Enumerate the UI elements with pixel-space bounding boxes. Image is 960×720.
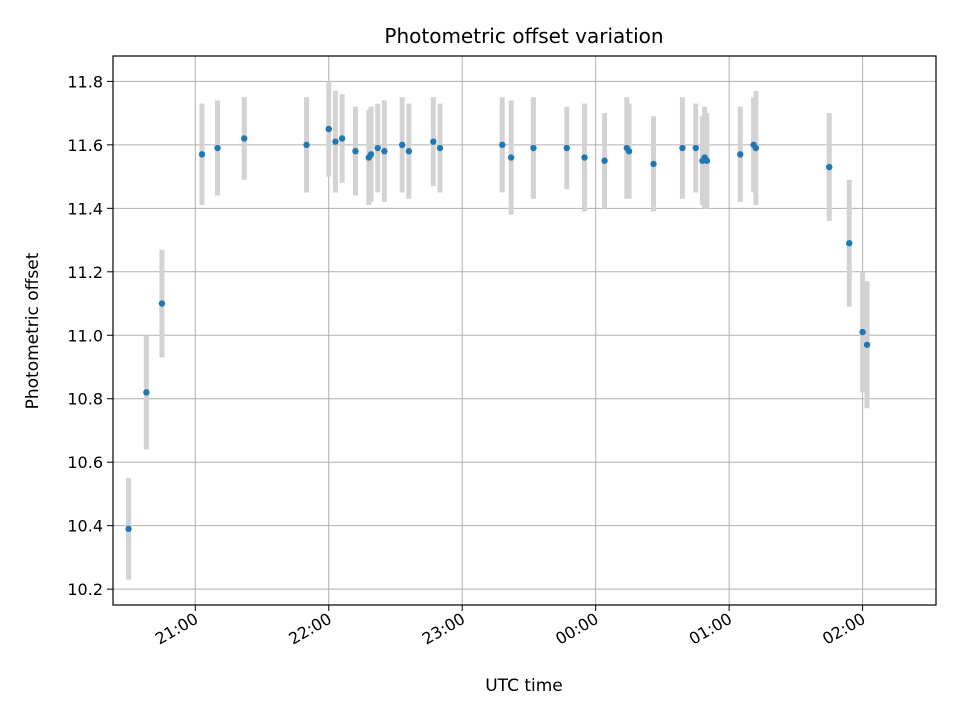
data-point [737, 151, 744, 158]
y-tick-label: 10.8 [67, 390, 103, 409]
data-point [863, 341, 871, 348]
data-point [703, 157, 711, 164]
x-axis-label: UTC time [485, 676, 563, 696]
data-point [581, 154, 588, 161]
data-point [507, 154, 515, 161]
y-tick-label: 11.8 [67, 72, 103, 91]
data-point [241, 135, 248, 142]
data-point [563, 144, 570, 152]
data-point [398, 141, 406, 149]
data-point [332, 138, 339, 145]
data-point [530, 144, 537, 152]
y-axis-label: Photometric offset [23, 252, 43, 409]
data-point [436, 144, 444, 152]
chart-title: Photometric offset variation [384, 24, 663, 48]
data-point [303, 141, 310, 149]
data-point [625, 148, 633, 155]
data-point [198, 151, 206, 158]
data-point [430, 138, 437, 145]
y-tick-label: 10.6 [67, 453, 103, 472]
y-tick-label: 10.2 [67, 580, 103, 599]
data-point [214, 144, 221, 152]
data-point [352, 148, 359, 155]
data-point [826, 163, 833, 171]
y-tick-label: 11.2 [67, 263, 103, 282]
data-point [499, 141, 506, 149]
y-axis-ticks: 10.2 10.4 10.6 10.8 11.0 11.2 11.4 11.6 11.8 [67, 72, 113, 599]
data-point [601, 157, 608, 164]
plot-frame [112, 55, 937, 606]
data-point [367, 151, 375, 158]
grid [113, 56, 936, 605]
data-point [143, 389, 150, 396]
data-point [859, 328, 866, 336]
y-tick-label: 11.4 [67, 199, 103, 218]
data-point [381, 148, 388, 155]
data-points [125, 125, 871, 533]
y-tick-label: 11.0 [67, 326, 103, 345]
data-point [338, 135, 346, 142]
data-point [158, 300, 166, 307]
data-point [125, 525, 132, 533]
data-point [692, 144, 699, 152]
data-point [752, 144, 760, 152]
data-point [405, 148, 413, 155]
y-tick-label: 11.6 [67, 136, 103, 155]
data-point [325, 125, 332, 133]
data-point [846, 240, 853, 247]
data-point [679, 144, 686, 152]
y-tick-label: 10.4 [67, 517, 103, 536]
data-point [374, 144, 381, 152]
data-point [650, 160, 657, 168]
